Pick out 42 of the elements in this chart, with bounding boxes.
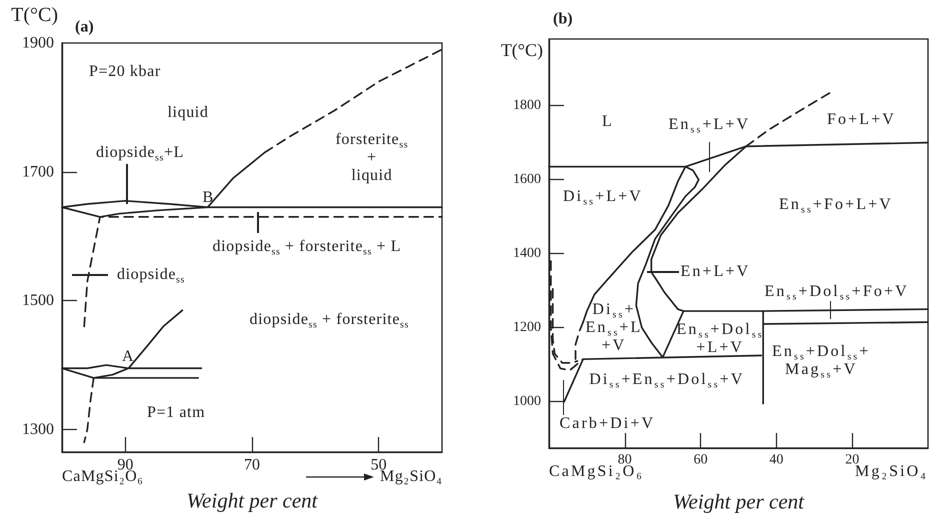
y-tick-label: 1400 [513,246,541,262]
annotation: Di$_{ss}$+En$_{ss}$+Dol$_{ss}$+V [589,371,744,390]
x-axis-title: Weight per cent [186,488,319,512]
y-tick-label: 1200 [513,320,541,336]
annotation: Di$_{ss}$+L+V [563,188,643,208]
text: CaMgSi₂O₆ [549,463,644,482]
annotation: En+L+V [680,263,750,282]
annotation: A [122,348,134,366]
x-tick-label: 40 [769,452,784,468]
x-tick-label: 60 [694,452,708,468]
y-tick-label: 1700 [22,163,54,180]
y-tick-label: 1300 [22,420,54,438]
y-tick-label: 1600 [513,172,541,188]
annotation: liquid [168,104,208,122]
y-axis-title: T(°C) [11,4,58,26]
y-tick-label: 1900 [22,34,54,52]
x-axis-title: Weight per cent [672,490,806,514]
text: En$_{ss}$+Dol$_{ss}$+ Mag$_{ss}$+V [772,342,870,380]
annotation: En$_{ss}$+L+V [668,116,750,136]
annotation: En$_{ss}$+Fo+L+V [779,196,893,216]
annotation: diopside$_{ss}$ + forsterite$_{ss}$ [250,311,409,330]
annotation: diopside$_{ss}$ + forsterite$_{ss}$ + L [212,238,402,258]
annotation: En$_{ss}$+Dol$_{ss}$ +L+V [676,320,764,358]
annotation: diopside$_{ss}$+L [96,144,184,164]
annotation: Carb+Di+V [560,415,656,434]
y-tick-label: 1000 [513,394,541,410]
annotation: Di$_{ss}$+ En$_{ss}$+L +V [586,300,642,356]
text: forsterite$_{ss}$ + liquid [336,130,408,184]
annotation: En$_{ss}$+Dol$_{ss}$+Fo+V [764,283,909,302]
annotation: diopside$_{ss}$ [117,266,185,286]
y-tick-label: 1500 [22,292,54,310]
chart-title: (a) [75,18,94,36]
annotation: B [202,189,214,208]
chart-title: (b) [553,10,573,28]
text: Mg₂SiO₄ [855,463,928,482]
x-tick-label: 70 [244,456,260,474]
y-tick-label: 1800 [513,98,541,114]
annotation: Fo+L+V [827,111,896,130]
annotation: L [602,113,614,132]
y-axis-title: T(°C) [500,40,544,60]
annotation: P=20 kbar [89,63,161,82]
annotation: P=1 atm [147,404,206,422]
